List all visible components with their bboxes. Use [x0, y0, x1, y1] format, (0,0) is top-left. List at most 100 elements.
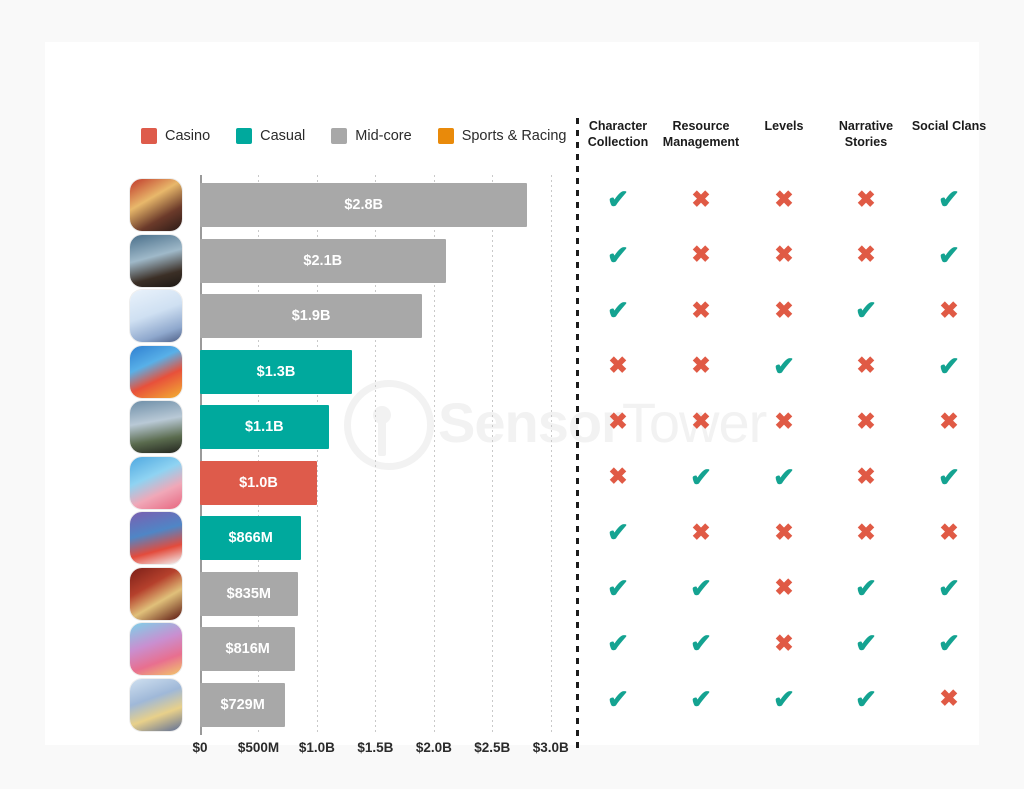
matrix-cell: ✖: [764, 179, 804, 219]
anime-rpg-icon: [130, 623, 182, 675]
check-icon: ✔: [607, 572, 629, 603]
check-icon: ✔: [855, 628, 877, 658]
matrix-cell: ✔: [929, 179, 969, 219]
check-icon: ✔: [938, 572, 960, 603]
app-icon-cell: [130, 623, 182, 675]
bar-chart-plot: $2.8B $2.1B $1.9B $1.3B $1.1B $1.0B $866M $835M…: [130, 175, 580, 735]
matrix-cell: ✔: [681, 623, 721, 663]
matrix-cell: ✖: [598, 457, 638, 497]
cross-icon: ✖: [608, 463, 628, 489]
matrix-column-header-line2: Collection: [587, 135, 649, 149]
legend-swatch: [141, 128, 157, 144]
bar-value-label: $1.9B: [291, 308, 331, 324]
matrix-cell: ✖: [598, 401, 638, 441]
matrix-cell: ✔: [929, 457, 969, 497]
matrix-cell: ✔: [929, 235, 969, 275]
matrix-column-header-line1: Narrative: [838, 119, 894, 133]
matrix-column-header-line1: Social Clans: [911, 119, 987, 133]
bar[interactable]: $729M: [200, 682, 286, 727]
x-axis-tick-label: $2.5B: [474, 740, 511, 755]
matrix-cell: ✔: [929, 346, 969, 386]
matrix-cell: ✔: [598, 290, 638, 330]
cross-icon: ✖: [774, 518, 794, 545]
cross-icon: ✖: [691, 185, 711, 212]
legend-label: Casual: [260, 128, 306, 144]
gridline: [258, 175, 260, 735]
gridline: [492, 175, 494, 735]
check-icon: ✔: [690, 461, 712, 492]
roblox-icon: [130, 401, 182, 453]
bar[interactable]: $866M: [200, 516, 302, 560]
bar[interactable]: $2.8B: [200, 183, 528, 227]
x-axis-tick-label: $1.0B: [298, 740, 335, 755]
bar-value-label: $2.1B: [303, 252, 343, 269]
cross-icon: ✖: [691, 407, 711, 434]
honor-of-kings-icon: [130, 179, 182, 231]
bar[interactable]: $1.1B: [200, 405, 329, 449]
cross-icon: ✖: [856, 352, 876, 378]
bar[interactable]: $1.9B: [200, 294, 423, 338]
gridline: [316, 175, 318, 735]
matrix-cell: ✖: [764, 401, 804, 441]
matrix-cell: ✔: [929, 623, 969, 663]
bar-value-label: $2.8B: [344, 197, 384, 213]
check-icon: ✔: [607, 628, 629, 658]
matrix-cell: ✔: [681, 457, 721, 497]
legend-label: Casino: [165, 128, 211, 144]
app-icon-cell: [130, 290, 182, 342]
bar[interactable]: $1.0B: [200, 460, 317, 505]
legend-item-casual: Casual: [236, 128, 305, 144]
x-axis-tick-label: $500M: [237, 740, 280, 755]
check-icon: ✔: [607, 517, 629, 547]
bar-row: $835M: [200, 571, 580, 616]
bar[interactable]: $2.1B: [200, 238, 446, 283]
legend-swatch: [437, 128, 454, 144]
three-kingdoms-tactics-icon: [130, 567, 182, 620]
matrix-column-header-line2: Stories: [844, 135, 888, 149]
check-icon: ✔: [607, 184, 629, 214]
bar-row: $2.8B: [200, 183, 580, 227]
matrix-cell: ✖: [846, 457, 886, 497]
coin-master-icon: [130, 456, 182, 509]
cross-icon: ✖: [691, 352, 711, 378]
bar[interactable]: $1.3B: [200, 349, 352, 394]
cross-icon: ✖: [608, 352, 628, 378]
cross-icon: ✖: [608, 407, 628, 434]
matrix-column-header: Resource Management: [646, 118, 756, 150]
app-icon-cell: [130, 345, 182, 398]
matrix-cell: ✖: [764, 290, 804, 330]
matrix-cell: ✔: [598, 623, 638, 663]
bar[interactable]: $816M: [200, 627, 296, 671]
bar-row: $816M: [200, 627, 580, 671]
cross-icon: ✖: [856, 185, 876, 212]
check-icon: ✔: [607, 239, 629, 270]
cross-icon: ✖: [774, 296, 794, 323]
matrix-cell: ✔: [681, 568, 721, 608]
matrix-cell: ✔: [598, 512, 638, 552]
matrix-column-header: Levels: [729, 118, 839, 134]
check-icon: ✔: [855, 295, 877, 325]
check-icon: ✔: [773, 683, 795, 714]
matrix-cell: ✔: [764, 679, 804, 719]
gridline: [375, 175, 377, 735]
check-icon: ✔: [690, 683, 712, 714]
matrix-cell: ✖: [681, 512, 721, 552]
matrix-column-header-line1: Levels: [764, 119, 804, 133]
matrix-cell: ✖: [681, 235, 721, 275]
cross-icon: ✖: [774, 574, 794, 600]
matrix-column-header-line2: Management: [662, 135, 740, 149]
cross-icon: ✖: [691, 241, 711, 267]
legend-label: Mid-core: [355, 128, 412, 144]
matrix-cell: ✖: [929, 290, 969, 330]
fate-grand-order-icon: [130, 678, 182, 731]
candy-crush-saga-icon: [130, 345, 182, 398]
section-divider: [576, 118, 579, 750]
cross-icon: ✖: [856, 463, 876, 489]
gridline: [550, 175, 552, 735]
check-icon: ✔: [938, 239, 960, 270]
bar[interactable]: $835M: [200, 571, 298, 616]
cross-icon: ✖: [774, 629, 794, 656]
x-axis-tick-label: $1.5B: [357, 740, 394, 755]
x-axis-ticks: $0 $500M $1.0B $1.5B $2.0B $2.5B $3.0B: [180, 740, 600, 760]
check-icon: ✔: [938, 184, 960, 214]
